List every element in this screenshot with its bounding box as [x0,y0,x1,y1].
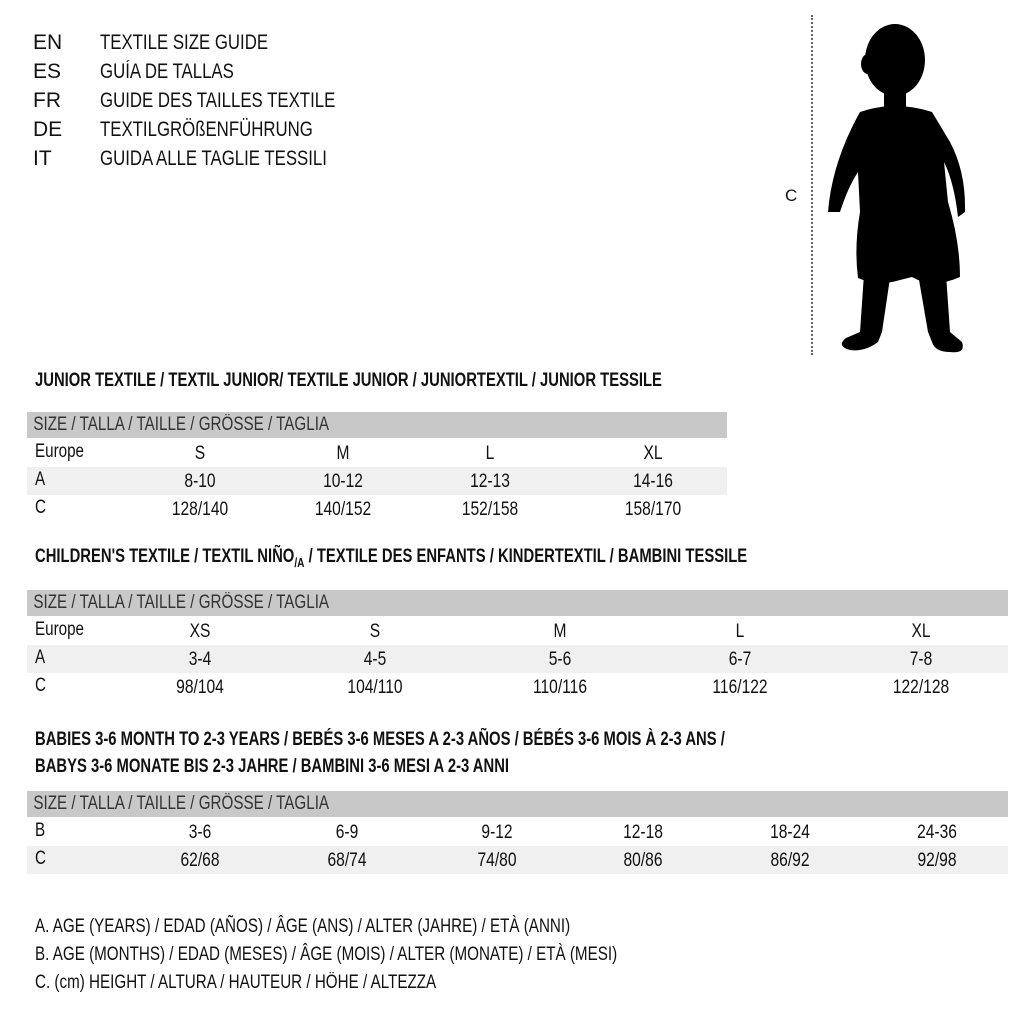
children-size-header: SIZE / TALLA / TAILLE / GRÖSSE / TAGLIA [27,590,1008,616]
children-heading: CHILDREN'S TEXTILE / TEXTIL NIÑO/A / TEX… [35,546,948,570]
row-label: Europe [35,619,85,640]
heading-text: BABYS 3-6 MONATE BIS 2-3 JAHRE / BAMBINI… [35,756,510,777]
cell: XS [189,621,211,642]
height-measure-line [811,15,813,355]
lang-title: GUÍA DE TALLAS [100,60,234,83]
size-header-text: SIZE / TALLA / TAILLE / GRÖSSE / TAGLIA [33,793,330,814]
cell: M [336,443,350,464]
title-es: ES GUÍA DE TALLAS [33,57,394,86]
cell: 86/92 [770,850,810,871]
babies-row-b: B 3-6 6-9 9-12 12-18 18-24 24-36 [27,818,1008,846]
cell: XL [643,443,663,464]
row-label: B [35,820,46,841]
cell: 128/140 [171,499,229,520]
cell: 8-10 [184,471,216,492]
cell: 62/68 [180,850,220,871]
cell: 152/158 [461,499,519,520]
lang-title: TEXTILE SIZE GUIDE [100,31,269,54]
junior-size-header: SIZE / TALLA / TAILLE / GRÖSSE / TAGLIA [27,412,727,438]
title-it: IT GUIDA ALLE TAGLIE TESSILI [33,144,394,173]
lang-code: DE [33,118,63,141]
cell: 10-12 [323,471,363,492]
lang-code: FR [33,89,61,112]
junior-row-europe: Europe S M L XL [27,439,727,467]
cell: 3-4 [188,649,212,670]
lang-code: EN [33,31,63,54]
size-header-text: SIZE / TALLA / TAILLE / GRÖSSE / TAGLIA [33,414,330,435]
cell: 3-6 [188,822,212,843]
legend-item: C. (cm) HEIGHT / ALTURA / HAUTEUR / HÖHE… [35,972,437,993]
babies-row-c: C 62/68 68/74 74/80 80/86 86/92 92/98 [27,846,1008,874]
size-header-text: SIZE / TALLA / TAILLE / GRÖSSE / TAGLIA [33,592,330,613]
lang-title: GUIDE DES TAILLES TEXTILE [100,89,336,112]
row-label: C [35,848,46,869]
heading-text: CHILDREN'S TEXTILE / TEXTIL NIÑO [35,546,295,567]
cell: 18-24 [770,822,810,843]
cell: 6-9 [335,822,359,843]
cell: 98/104 [176,677,224,698]
cell: 80/86 [623,850,663,871]
babies-size-header: SIZE / TALLA / TAILLE / GRÖSSE / TAGLIA [27,791,1008,817]
lang-title: GUIDA ALLE TAGLIE TESSILI [100,147,327,170]
cell: 158/170 [624,499,682,520]
cell: 92/98 [917,850,957,871]
junior-row-a: A 8-10 10-12 12-13 14-16 [27,467,727,495]
language-titles: EN TEXTILE SIZE GUIDE ES GUÍA DE TALLAS FR… [33,28,394,173]
row-label: A [35,469,46,490]
heading-text: JUNIOR TEXTILE / TEXTIL JUNIOR/ TEXTILE … [35,370,662,391]
cell: 140/152 [314,499,372,520]
cell: 4-5 [363,649,387,670]
lang-title: TEXTILGRÖßENFÜHRUNG [100,118,313,141]
child-silhouette-icon [828,24,966,353]
children-row-europe: Europe XS S M L XL [27,617,1008,645]
babies-heading: BABIES 3-6 MONTH TO 2-3 YEARS / BEBÉS 3-… [35,726,919,780]
lang-code: ES [33,60,62,83]
junior-heading: JUNIOR TEXTILE / TEXTIL JUNIOR/ TEXTILE … [35,370,839,392]
cell: 9-12 [481,822,513,843]
heading-text: / TEXTILE DES ENFANTS / KINDERTEXTIL / B… [304,546,748,567]
legend: A. AGE (YEARS) / EDAD (AÑOS) / ÂGE (ANS)… [35,913,763,997]
cell: L [485,443,495,464]
title-de: DE TEXTILGRÖßENFÜHRUNG [33,115,394,144]
lang-code: IT [33,147,52,170]
title-fr: FR GUIDE DES TAILLES TEXTILE [33,86,394,115]
height-measure-label: C [785,186,798,205]
cell: 74/80 [477,850,517,871]
row-label: Europe [35,441,85,462]
cell: S [369,621,381,642]
cell: 12-13 [470,471,510,492]
cell: L [735,621,745,642]
junior-row-c: C 128/140 140/152 152/158 158/170 [27,495,727,523]
cell: 68/74 [327,850,367,871]
cell: M [553,621,567,642]
cell: 5-6 [548,649,572,670]
cell: 14-16 [633,471,673,492]
row-label: C [35,675,46,696]
cell: 24-36 [917,822,957,843]
cell: 7-8 [909,649,933,670]
heading-subscript: /A [294,554,305,570]
legend-item: A. AGE (YEARS) / EDAD (AÑOS) / ÂGE (ANS)… [35,916,571,937]
legend-item: B. AGE (MONTHS) / EDAD (MESES) / ÂGE (MO… [35,944,618,965]
cell: S [194,443,206,464]
title-en: EN TEXTILE SIZE GUIDE [33,28,394,57]
cell: XL [911,621,931,642]
children-row-c: C 98/104 104/110 110/116 116/122 122/128 [27,673,1008,701]
children-row-a: A 3-4 4-5 5-6 6-7 7-8 [27,645,1008,673]
row-label: C [35,497,46,518]
row-label: A [35,647,46,668]
cell: 12-18 [623,822,663,843]
cell: 122/128 [892,677,950,698]
heading-text: BABIES 3-6 MONTH TO 2-3 YEARS / BEBÉS 3-… [35,729,725,750]
cell: 104/110 [347,677,403,698]
cell: 6-7 [728,649,752,670]
cell: 116/122 [712,677,768,698]
cell: 110/116 [532,677,588,698]
